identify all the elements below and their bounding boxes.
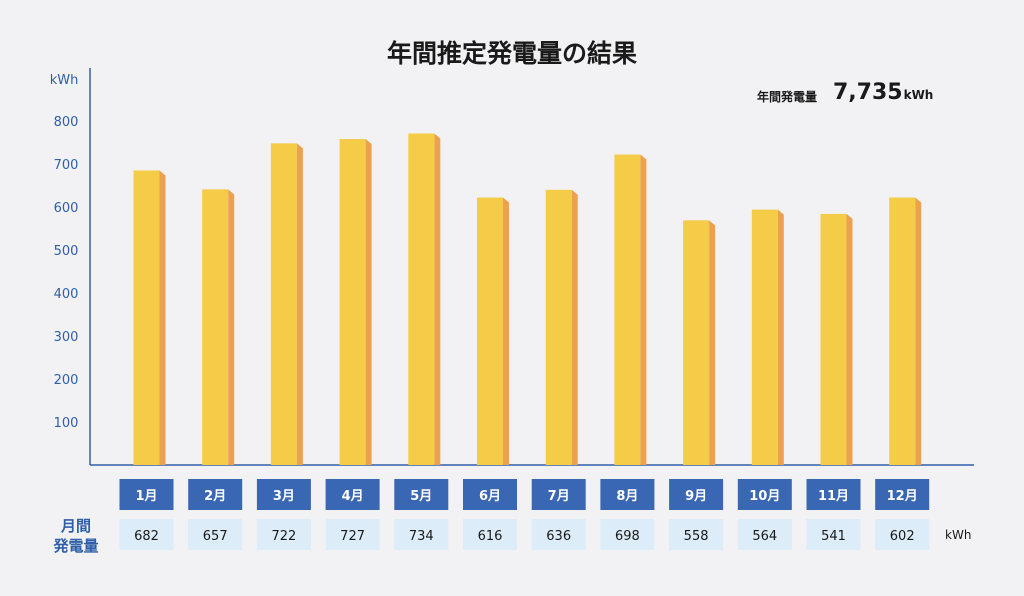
month-box [875, 479, 930, 510]
month-box [119, 479, 174, 510]
y-axis-label: kWh [50, 73, 79, 88]
month-label: 3月 [273, 489, 295, 504]
annual-total-label: 年間発電量 [757, 90, 818, 104]
row-label-line2: 発電量 [53, 537, 99, 555]
bar [614, 154, 641, 466]
month-box [188, 479, 243, 510]
bar [339, 139, 366, 465]
month-box [737, 479, 792, 510]
bar-side [503, 197, 509, 466]
chart-title: 年間推定発電量の結果 [386, 39, 637, 68]
bar-side [846, 213, 853, 465]
bar-side [365, 139, 372, 465]
value-box [737, 519, 792, 550]
value-box [256, 519, 311, 550]
value-box [463, 519, 517, 550]
bar-side [571, 189, 578, 466]
row-label-line1: 月間 [60, 517, 91, 535]
value-box [806, 519, 861, 550]
bar [202, 189, 229, 465]
y-tick-label: 800 [54, 115, 79, 130]
month-label: 4月 [342, 489, 364, 504]
y-tick-label: 400 [54, 287, 79, 302]
month-label: 6月 [479, 489, 501, 504]
annual-total-unit: kWh [903, 88, 934, 102]
monthly-generation-label: 月間 発電量 [40, 516, 112, 556]
value-box [325, 519, 380, 550]
bar [270, 143, 297, 466]
month-label: 7月 [548, 489, 570, 504]
value-label: 657 [203, 529, 228, 544]
value-box [600, 519, 655, 550]
bar-side [228, 189, 235, 465]
month-box [256, 479, 311, 510]
value-label: 636 [546, 529, 571, 544]
value-box [875, 519, 930, 550]
bar [545, 189, 572, 466]
value-box [531, 519, 586, 550]
value-box [669, 519, 724, 550]
bar-side [915, 197, 922, 466]
value-box [119, 519, 174, 550]
month-box [669, 479, 724, 510]
bar [133, 170, 160, 465]
month-label: 2月 [204, 489, 226, 504]
y-tick-label: 600 [54, 201, 79, 216]
month-box [600, 479, 655, 510]
y-tick-label: 300 [54, 330, 79, 345]
y-tick-label: 100 [54, 416, 79, 431]
annual-total-number: 7,735 [833, 80, 903, 105]
bar [751, 209, 778, 465]
bar-side [434, 133, 441, 465]
value-label: 734 [409, 529, 434, 544]
bar [477, 197, 503, 466]
value-unit-label: kWh [945, 528, 972, 542]
value-label: 722 [271, 529, 296, 544]
value-label: 727 [340, 529, 365, 544]
y-tick-label: 200 [54, 373, 79, 388]
month-label: 11月 [818, 489, 849, 504]
value-box [188, 519, 243, 550]
value-label: 564 [752, 529, 777, 544]
value-label: 682 [134, 529, 159, 544]
bar-side [159, 170, 166, 465]
month-box [531, 479, 586, 510]
y-tick-label: 500 [54, 244, 79, 259]
bar-side [296, 143, 303, 466]
month-label: 1月 [135, 489, 157, 504]
month-label: 8月 [616, 489, 638, 504]
value-label: 616 [478, 529, 503, 544]
month-box [806, 479, 861, 510]
value-box [394, 519, 449, 550]
bar [820, 213, 847, 465]
bar [889, 197, 916, 466]
bar-side [709, 220, 716, 465]
value-label: 602 [890, 529, 915, 544]
y-tick-label: 700 [54, 158, 79, 173]
bar-side [777, 209, 784, 465]
value-label: 698 [615, 529, 640, 544]
annual-total-value: 7,735kWh [833, 80, 933, 105]
month-box [463, 479, 517, 510]
bar-side [640, 154, 647, 466]
bar [683, 220, 710, 465]
month-box [394, 479, 449, 510]
month-box [325, 479, 380, 510]
bar [408, 133, 435, 465]
month-label: 5月 [410, 489, 432, 504]
month-label: 12月 [887, 489, 918, 504]
value-label: 541 [821, 529, 846, 544]
month-label: 10月 [749, 489, 780, 504]
value-label: 558 [684, 529, 709, 544]
month-label: 9月 [685, 489, 707, 504]
